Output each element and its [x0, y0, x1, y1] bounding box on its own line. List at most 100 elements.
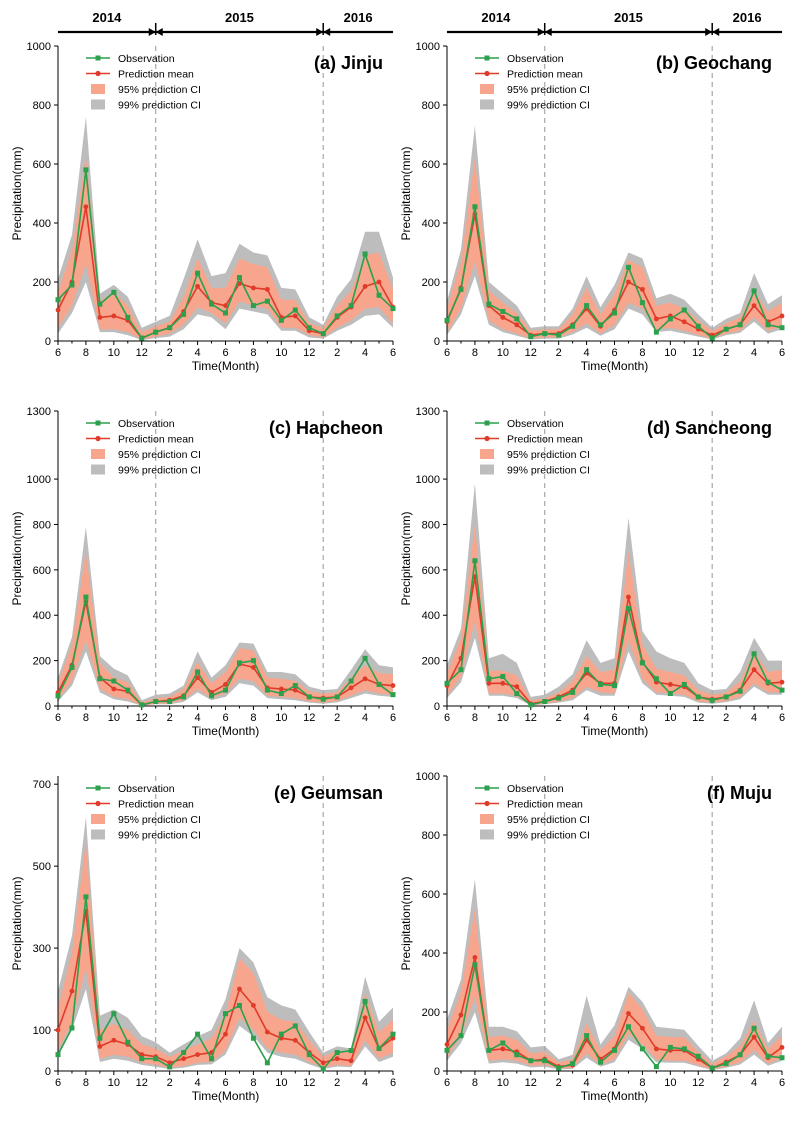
x-tick-label: 4: [751, 1077, 757, 1089]
legend-observation-label: Observation: [118, 783, 175, 795]
x-tick-label: 8: [639, 1077, 645, 1089]
observation-point: [153, 698, 159, 704]
x-tick-label: 10: [275, 347, 287, 359]
observation-point: [514, 316, 520, 322]
prediction-mean-point: [779, 1045, 785, 1050]
ci95-band: [58, 551, 393, 706]
observation-point: [250, 1035, 256, 1041]
prediction-mean-point: [514, 322, 520, 328]
observation-point: [348, 678, 354, 684]
y-tick-label: 200: [422, 1007, 440, 1019]
x-tick-label: 12: [136, 1077, 148, 1089]
x-tick-label: 4: [195, 712, 201, 724]
x-tick-label: 4: [584, 1077, 590, 1089]
year-arrow-head: [155, 28, 163, 36]
y-tick-label: 600: [422, 159, 440, 171]
prediction-mean-point: [97, 315, 103, 320]
x-tick-label: 6: [222, 1077, 228, 1089]
y-tick-label: 100: [33, 1025, 51, 1037]
legend-observation-marker: [484, 420, 490, 426]
observation-point: [570, 323, 576, 329]
observation-point: [779, 1055, 785, 1061]
legend-ci95-swatch: [91, 449, 105, 459]
observation-point: [292, 1023, 298, 1029]
legend-prediction-mean-label: Prediction mean: [118, 69, 194, 81]
observation-point: [111, 1011, 117, 1017]
legend-observation-label: Observation: [118, 418, 175, 430]
observation-point: [542, 331, 548, 337]
observation-point: [472, 558, 478, 564]
y-tick-label: 1000: [27, 474, 51, 486]
observation-point: [181, 311, 187, 317]
prediction-mean-point: [69, 988, 75, 994]
legend-ci99-swatch: [480, 829, 494, 840]
observation-point: [681, 681, 687, 687]
observation-point: [625, 605, 631, 611]
y-tick-label: 800: [422, 519, 440, 531]
observation-point: [97, 1035, 103, 1041]
x-axis-title: Time(Month): [192, 359, 260, 373]
legend: Observation Prediction mean 95% prediction…: [86, 53, 201, 112]
x-axis-title: Time(Month): [581, 724, 649, 738]
observation-point: [376, 292, 382, 298]
prediction-mean-point: [167, 1060, 173, 1066]
ci95-band: [58, 841, 393, 1068]
x-axis-title: Time(Month): [192, 1089, 260, 1103]
observation-point: [362, 251, 368, 257]
observation-point: [167, 698, 173, 704]
x-tick-label: 12: [525, 1077, 537, 1089]
prediction-mean-point: [292, 313, 298, 319]
prediction-mean-point: [251, 285, 256, 291]
observation-point: [181, 694, 187, 700]
legend-prediction-mean-label: Prediction mean: [118, 799, 194, 811]
prediction-mean-point: [111, 1037, 117, 1043]
legend-ci95-label: 95% prediction CI: [118, 814, 201, 826]
observation-point: [292, 307, 298, 313]
x-tick-label: 8: [472, 347, 478, 359]
x-tick-label: 6: [611, 347, 617, 359]
legend: Observation Prediction mean 95% prediction…: [86, 783, 201, 842]
y-tick-label: 400: [33, 610, 51, 622]
prediction-mean-point: [362, 676, 368, 682]
legend-ci99-label: 99% prediction CI: [118, 465, 201, 477]
x-tick-label: 12: [303, 712, 315, 724]
y-tick-label: 200: [33, 277, 51, 289]
x-tick-label: 8: [639, 347, 645, 359]
x-tick-label: 4: [584, 347, 590, 359]
prediction-mean-point: [751, 667, 757, 673]
prediction-mean-point: [626, 1011, 631, 1016]
observation-point: [667, 691, 673, 697]
x-tick-label: 12: [303, 1077, 315, 1089]
observation-point: [542, 1058, 548, 1064]
observation-point: [236, 1002, 242, 1008]
prediction-mean-point: [83, 204, 89, 210]
observation-point: [69, 664, 75, 670]
observation-point: [723, 694, 729, 700]
prediction-mean-point: [458, 1012, 464, 1018]
observation-point: [209, 1056, 215, 1062]
observation-point: [250, 658, 256, 664]
observation-point: [334, 694, 340, 700]
legend-prediction-mean-marker: [95, 435, 101, 442]
y-tick-label: 1000: [416, 771, 440, 783]
x-tick-label: 10: [497, 1077, 509, 1089]
prediction-mean-point: [626, 279, 631, 285]
observation-point: [97, 301, 103, 307]
observation-point: [751, 288, 757, 294]
observation-point: [584, 667, 590, 673]
y-tick-label: 600: [422, 889, 440, 901]
y-tick-label: 600: [422, 565, 440, 577]
panel-title: (b) Geochang: [656, 53, 772, 73]
legend-prediction-mean-marker: [484, 70, 490, 77]
y-tick-label: 0: [45, 336, 51, 348]
observation-point: [612, 310, 617, 316]
x-tick-label: 4: [751, 712, 757, 724]
x-tick-label: 6: [222, 347, 228, 359]
observation-point: [181, 1050, 187, 1056]
x-tick-label: 12: [136, 712, 148, 724]
legend-observation-marker: [95, 55, 101, 61]
observation-point: [334, 1050, 340, 1056]
observation-point: [528, 1058, 534, 1064]
legend-ci95-label: 95% prediction CI: [118, 84, 201, 96]
